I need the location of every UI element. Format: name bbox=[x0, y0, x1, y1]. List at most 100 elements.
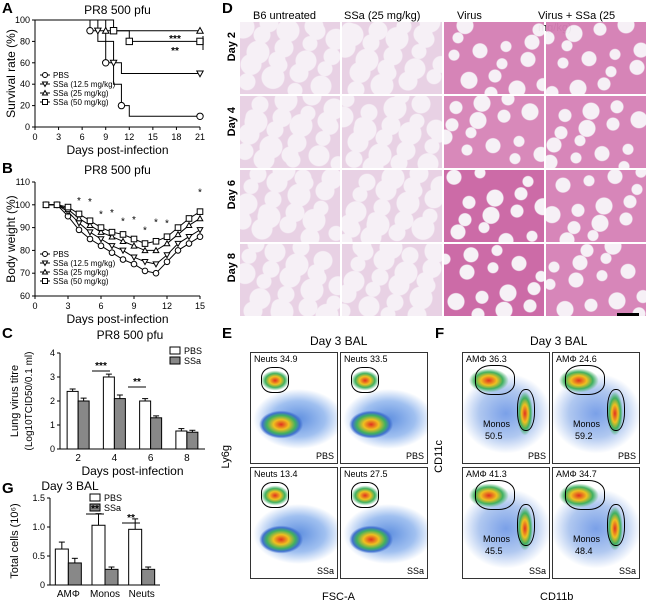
y-tick-label: 100 bbox=[15, 200, 30, 210]
data-point bbox=[130, 235, 138, 243]
data-point bbox=[196, 227, 204, 234]
significance-mark: * bbox=[77, 196, 81, 207]
gate-label-monos: Monos bbox=[483, 419, 511, 429]
data-point bbox=[97, 224, 105, 231]
histology-image bbox=[240, 244, 340, 316]
bar bbox=[150, 417, 163, 450]
data-point bbox=[86, 27, 94, 35]
data-point bbox=[174, 230, 182, 238]
bar bbox=[139, 400, 152, 450]
legend-entry: SSa (50 mg/kg) bbox=[53, 98, 109, 107]
data-point bbox=[152, 261, 160, 268]
y-tick-label: 20 bbox=[20, 101, 30, 111]
data-point bbox=[97, 228, 105, 235]
bar bbox=[186, 431, 199, 450]
group-label: PBS bbox=[405, 451, 424, 461]
gate-label: AMΦ 36.3 bbox=[466, 354, 507, 364]
legend-marker bbox=[42, 99, 48, 105]
x-tick-label: 0 bbox=[32, 301, 37, 311]
panel-label-f: F bbox=[435, 325, 445, 342]
panel-label-c: C bbox=[2, 325, 13, 342]
data-point bbox=[125, 37, 133, 46]
flow-gate bbox=[565, 365, 605, 395]
y-tick-label: 40 bbox=[20, 79, 30, 89]
bar bbox=[141, 568, 156, 586]
data-point bbox=[152, 237, 160, 245]
legend-entry: SSa (50 mg/kg) bbox=[53, 277, 109, 286]
y-axis-label: Survival rate (%) bbox=[4, 29, 18, 118]
flow-panel-e: Day 3 BAL Ly6g FSC-A Neuts 34.9 PBS Neuts … bbox=[220, 325, 435, 609]
group-label: SSa bbox=[316, 566, 334, 576]
histology-image bbox=[444, 22, 544, 94]
histology-row-1: Day 2 bbox=[226, 32, 238, 62]
y-tick-label: 110 bbox=[16, 177, 30, 187]
bar bbox=[77, 400, 90, 450]
gate-value-monos: 50.5 bbox=[485, 431, 503, 441]
flow-plot: AMΦ 24.6 Monos 59.2 PBS bbox=[552, 352, 640, 464]
x-tick-label: 9 bbox=[103, 132, 108, 142]
flow-f-ylabel: CD11c bbox=[433, 440, 445, 473]
x-tick-label: Neuts bbox=[129, 589, 155, 600]
flow-gate bbox=[261, 482, 289, 508]
x-tick-label: 6 bbox=[148, 453, 154, 464]
flow-gate bbox=[475, 480, 515, 510]
bar bbox=[175, 430, 188, 450]
data-point bbox=[185, 215, 193, 222]
gate-label: AMΦ 41.3 bbox=[466, 469, 507, 479]
significance-mark: ** bbox=[171, 46, 179, 57]
survival-chart: PR8 500 pfu 0 3 6 9 12 15 18 21 0 20 40 60 80 100 Days … bbox=[4, 3, 205, 157]
flow-f-title: Day 3 BAL bbox=[530, 334, 588, 348]
histology-image bbox=[240, 170, 340, 242]
y-tick-label: 0 bbox=[50, 444, 55, 454]
histology-image bbox=[240, 96, 340, 168]
gate-label-monos: Monos bbox=[573, 534, 601, 544]
series-line-2 bbox=[35, 19, 200, 32]
bar bbox=[102, 376, 115, 450]
data-point bbox=[109, 59, 118, 68]
flow-plot: AMΦ 34.7 Monos 48.4 SSa bbox=[552, 467, 640, 579]
data-point bbox=[163, 233, 171, 241]
panel-label-d: D bbox=[222, 0, 233, 17]
histology-image bbox=[342, 244, 442, 316]
data-point bbox=[141, 259, 149, 266]
panel-label-e: E bbox=[222, 325, 233, 342]
bar bbox=[113, 398, 126, 450]
flow-gate bbox=[565, 480, 605, 510]
data-point bbox=[152, 269, 160, 277]
y-tick-label: 1 bbox=[50, 420, 55, 430]
data-point bbox=[108, 249, 116, 256]
flow-plot: AMΦ 36.3 Monos 50.5 PBS bbox=[462, 352, 550, 464]
histology-col-2: SSa (25 mg/kg) bbox=[344, 10, 421, 22]
y-tick-label: 80 bbox=[20, 245, 30, 255]
chart-title: Day 3 BAL bbox=[41, 479, 99, 493]
legend-entry: PBS bbox=[184, 346, 202, 356]
gate-label: AMΦ 34.7 bbox=[556, 469, 597, 479]
legend-entry: SSa (25 mg/kg) bbox=[53, 89, 109, 98]
legend-marker bbox=[41, 268, 49, 275]
data-point bbox=[86, 217, 94, 225]
gate-label: Neuts 33.5 bbox=[344, 354, 388, 364]
histology-image bbox=[546, 244, 646, 316]
data-point bbox=[75, 214, 83, 222]
y-tick-label: 80 bbox=[20, 36, 30, 46]
histology-image bbox=[342, 22, 442, 94]
data-point bbox=[130, 254, 138, 262]
histology-col-3: Virus bbox=[457, 10, 482, 22]
significance-mark: * bbox=[198, 188, 202, 199]
x-axis-label: Days post-infection bbox=[66, 312, 168, 325]
significance-mark: * bbox=[99, 210, 103, 221]
legend-entry: SSa (12.5 mg/kg) bbox=[53, 80, 116, 89]
data-point bbox=[141, 246, 149, 254]
flow-gate bbox=[351, 367, 379, 393]
group-label: SSa bbox=[406, 566, 424, 576]
y-tick-label: 1.5 bbox=[32, 493, 45, 503]
histology-image bbox=[342, 170, 442, 242]
bar bbox=[128, 528, 143, 586]
data-point bbox=[86, 235, 94, 243]
significance-mark: * bbox=[132, 215, 136, 226]
legend-entry: SSa bbox=[184, 356, 201, 366]
data-point bbox=[53, 201, 61, 209]
histology-image bbox=[444, 96, 544, 168]
